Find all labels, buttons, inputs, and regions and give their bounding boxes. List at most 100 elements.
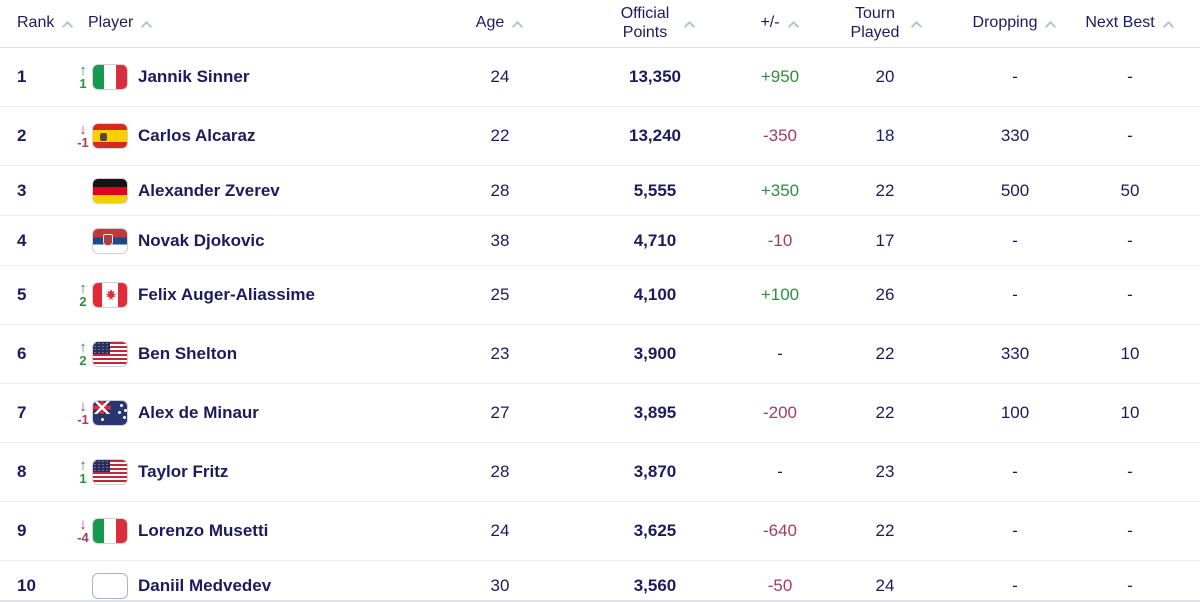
table-row: 2 ↓ -1 Carlos Alcaraz 22 13,240 -350 18 …	[0, 107, 1200, 166]
column-header-tourn-played[interactable]: Tourn Played	[810, 5, 960, 42]
dropping-value: -	[1012, 521, 1018, 540]
down-arrow-icon: ↓	[79, 120, 87, 138]
plus-minus-value: -50	[767, 575, 793, 595]
country-flag-icon	[92, 227, 128, 254]
points-value: 4,100	[633, 285, 677, 304]
down-arrow-icon: ↓	[79, 515, 87, 533]
rank-movement: ↑ 1	[74, 456, 92, 487]
column-header-player[interactable]: Player	[74, 14, 440, 32]
rank-value: 1	[17, 67, 27, 86]
player-cell: ↑ 1 Taylor Fritz	[74, 456, 440, 487]
age-value: 22	[490, 126, 510, 145]
dropping-value: -	[1012, 575, 1018, 595]
points-value: 3,625	[633, 521, 677, 540]
column-header-plus-minus[interactable]: +/-	[750, 14, 810, 32]
player-name[interactable]: Daniil Medvedev	[138, 575, 272, 595]
column-label-player: Player	[88, 14, 134, 32]
tourn-played-value: 22	[875, 344, 895, 363]
column-label-official-points: Official Points	[620, 5, 670, 41]
plus-minus-value: -10	[767, 230, 793, 250]
plus-minus-value: +350	[760, 180, 800, 200]
tourn-played-value: 18	[875, 126, 895, 145]
player-cell: ↓ -1 Carlos Alcaraz	[74, 120, 440, 151]
column-label-age: Age	[475, 14, 505, 32]
chevron-up-icon[interactable]	[61, 20, 74, 29]
plus-minus-value: -350	[762, 126, 798, 145]
chevron-up-icon[interactable]	[683, 20, 696, 29]
rank-movement: ↑ 1	[74, 61, 92, 90]
next-best-value: -	[1127, 575, 1133, 595]
next-best-value: 10	[1120, 403, 1140, 422]
tourn-played-value: 22	[875, 521, 895, 540]
dropping-value: 500	[1000, 180, 1030, 200]
column-header-rank[interactable]: Rank	[0, 14, 74, 32]
player-name[interactable]: Taylor Fritz	[138, 462, 229, 481]
player-name[interactable]: Ben Shelton	[138, 344, 238, 363]
rank-value: 8	[17, 462, 27, 481]
dropping-value: -	[1012, 462, 1018, 481]
up-arrow-icon: ↑	[79, 456, 87, 474]
rank-movement: ↓ -4	[74, 515, 92, 544]
chevron-up-icon[interactable]	[511, 20, 524, 29]
table-row: 9 ↓ -4 Lorenzo Musetti 24 3,625 -640 22 …	[0, 502, 1200, 561]
tourn-played-value: 22	[875, 180, 895, 200]
movement-value: 1	[79, 471, 87, 487]
age-value: 27	[490, 403, 510, 422]
chevron-up-icon[interactable]	[140, 20, 153, 29]
country-flag-icon	[92, 64, 128, 90]
player-name[interactable]: Alexander Zverev	[138, 180, 280, 200]
plus-minus-value: +100	[760, 285, 800, 304]
chevron-up-icon[interactable]	[910, 20, 923, 29]
rank-value: 2	[17, 126, 27, 145]
chevron-up-icon[interactable]	[1044, 20, 1057, 29]
column-header-dropping[interactable]: Dropping	[960, 14, 1070, 32]
age-value: 28	[490, 462, 510, 481]
column-label-next-best: Next Best	[1085, 14, 1155, 32]
player-cell: ↑ 1 Jannik Sinner	[74, 61, 440, 90]
tourn-played-value: 22	[875, 403, 895, 422]
points-value: 3,560	[633, 575, 677, 595]
column-header-official-points[interactable]: Official Points	[560, 5, 750, 42]
rank-value: 10	[17, 575, 36, 595]
player-cell: ↑ 2 Ben Shelton	[74, 338, 440, 367]
table-row: 6 ↑ 2 Ben Shelton 23 3,900 - 22 330 10	[0, 325, 1200, 384]
chevron-up-icon[interactable]	[1162, 20, 1175, 29]
player-cell: ↑ 2 Felix Auger-Aliassime	[74, 279, 440, 308]
player-name[interactable]: Novak Djokovic	[138, 230, 265, 250]
tourn-played-value: 20	[875, 67, 895, 86]
age-value: 23	[490, 344, 510, 363]
rank-value: 5	[17, 285, 27, 304]
table-header-row: Rank Player Age Official Points +/- Tour…	[0, 0, 1200, 48]
up-arrow-icon: ↑	[79, 338, 87, 356]
player-name[interactable]: Lorenzo Musetti	[138, 521, 269, 540]
next-best-value: -	[1127, 285, 1133, 304]
table-row: 8 ↑ 1 Taylor Fritz 28 3,870 - 23 - -	[0, 443, 1200, 502]
rank-movement: ↑ 2	[74, 279, 92, 308]
tourn-played-value: 24	[875, 575, 895, 595]
dropping-value: 100	[1000, 403, 1030, 422]
player-name[interactable]: Felix Auger-Aliassime	[138, 285, 315, 304]
country-flag-icon	[92, 518, 128, 544]
column-header-age[interactable]: Age	[440, 14, 560, 32]
points-value: 3,870	[633, 462, 677, 481]
chevron-up-icon[interactable]	[787, 20, 800, 29]
player-cell: ↓ -4 Lorenzo Musetti	[74, 515, 440, 544]
country-flag-icon	[92, 459, 128, 485]
up-arrow-icon: ↑	[79, 279, 87, 297]
up-arrow-icon: ↑	[79, 61, 87, 79]
player-name[interactable]: Carlos Alcaraz	[138, 126, 256, 145]
age-value: 30	[490, 575, 510, 595]
movement-value: -1	[77, 412, 89, 428]
plus-minus-value: -200	[762, 403, 798, 422]
next-best-value: -	[1127, 67, 1133, 86]
dropping-value: 330	[1000, 344, 1030, 363]
column-header-next-best[interactable]: Next Best	[1070, 14, 1190, 32]
player-name[interactable]: Jannik Sinner	[138, 67, 250, 86]
rank-value: 6	[17, 344, 27, 363]
points-value: 3,895	[633, 403, 677, 422]
next-best-value: -	[1127, 462, 1133, 481]
table-row: 10 Daniil Medvedev 30 3,560 -50 24 - -	[0, 561, 1200, 600]
player-name[interactable]: Alex de Minaur	[138, 403, 259, 422]
movement-value: -1	[77, 135, 89, 151]
